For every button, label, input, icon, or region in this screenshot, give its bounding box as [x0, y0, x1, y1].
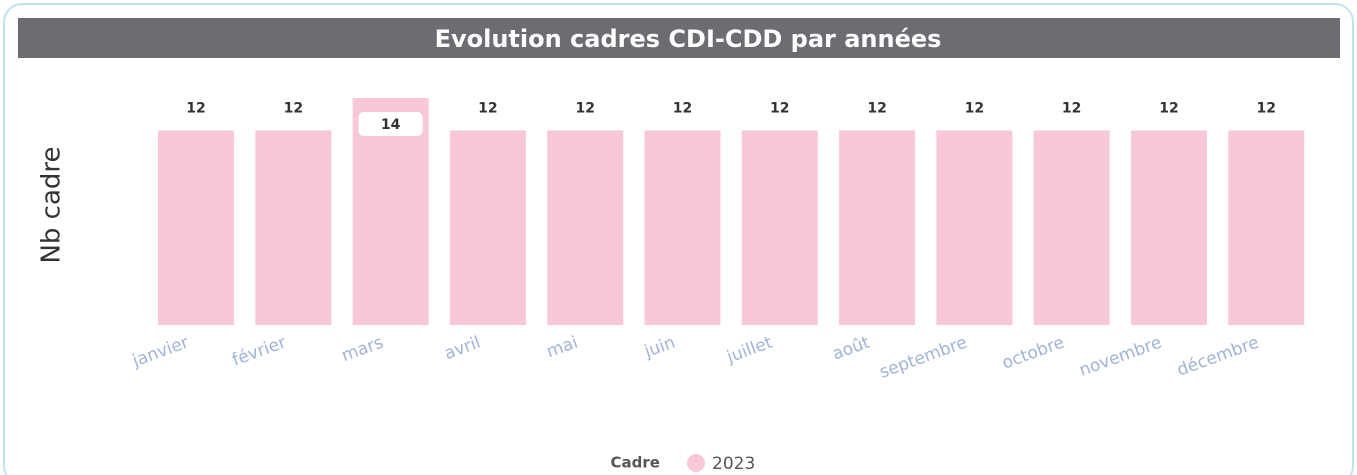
bar [158, 130, 235, 325]
legend-title: Cadre [611, 454, 660, 472]
data-label: 12 [478, 100, 497, 116]
data-label: 14 [381, 117, 401, 133]
bar [1228, 130, 1305, 325]
data-label: 12 [284, 100, 303, 116]
data-label: 12 [1159, 100, 1178, 116]
bar [936, 130, 1013, 325]
data-label: 12 [1062, 100, 1081, 116]
bar [449, 130, 526, 325]
bar [255, 130, 332, 325]
bar [1033, 130, 1110, 325]
data-label: 12 [770, 100, 789, 116]
data-label: 12 [673, 100, 692, 116]
data-label: 12 [1257, 100, 1276, 116]
y-axis-label: Nb cadre [37, 146, 67, 263]
data-label: 12 [186, 100, 205, 116]
title-bar [18, 18, 1340, 58]
data-label: 12 [575, 100, 594, 116]
data-label: 12 [965, 100, 984, 116]
data-label-box [358, 112, 423, 136]
bar [547, 130, 624, 325]
data-label: 12 [867, 100, 886, 116]
chart-title: Evolution cadres CDI-CDD par années [435, 25, 942, 53]
legend-swatch [687, 454, 705, 472]
bar [1130, 130, 1207, 325]
bar [644, 130, 721, 325]
bar [839, 130, 916, 325]
legend-label: 2023 [712, 454, 755, 474]
bar [741, 130, 818, 325]
